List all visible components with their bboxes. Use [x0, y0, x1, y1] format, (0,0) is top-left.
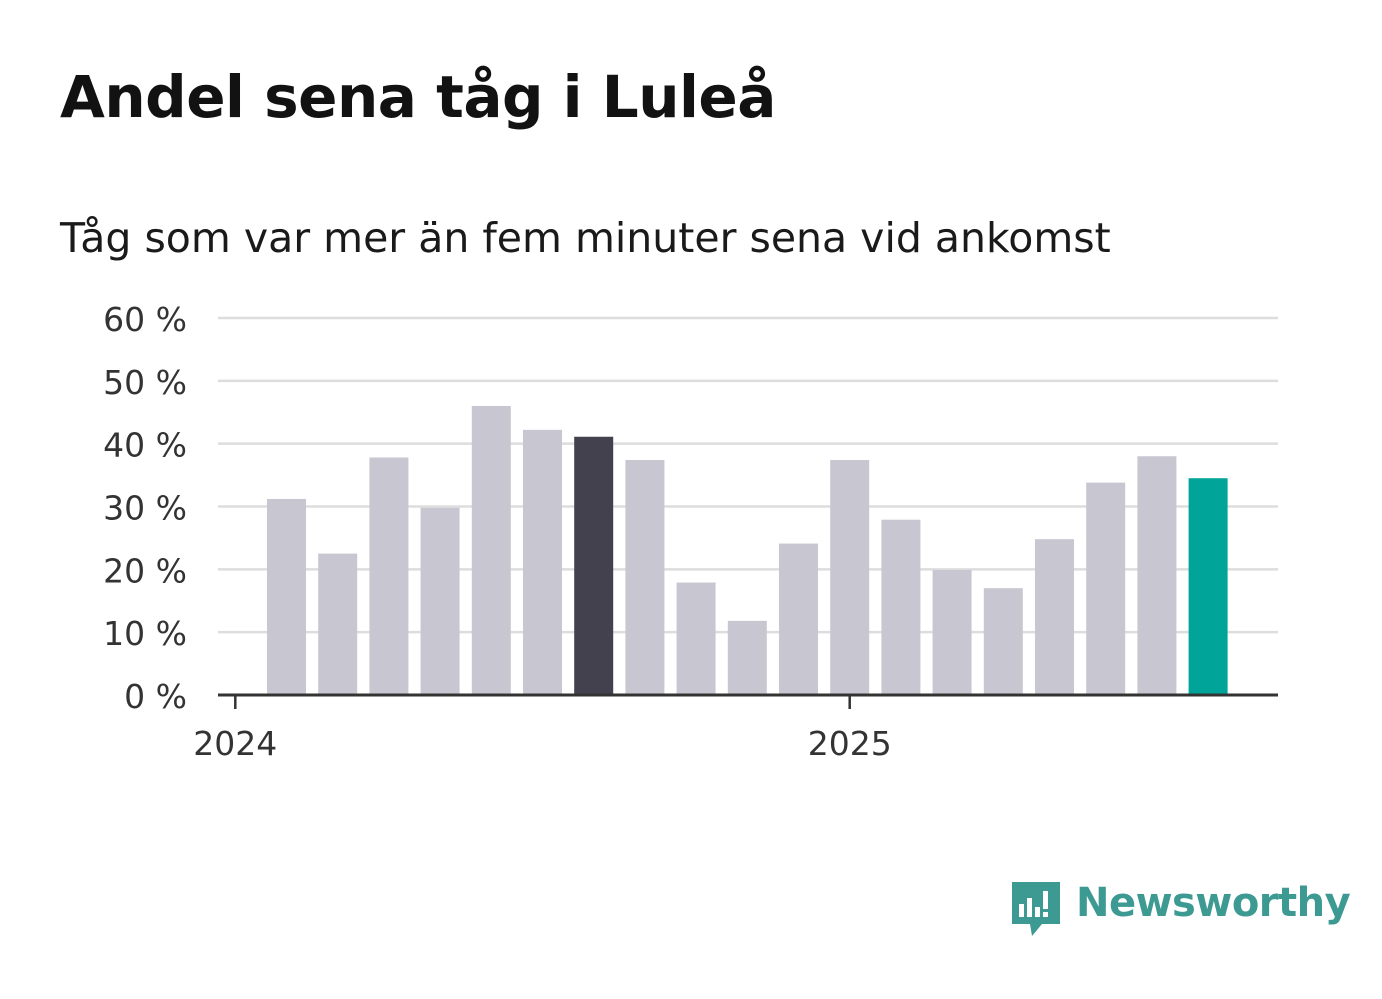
bar-2024-05	[420, 507, 460, 695]
bar-2025-06	[1086, 482, 1126, 695]
x-tick-label: 2024	[193, 724, 277, 763]
bar-2024-09	[625, 460, 665, 695]
y-tick-label: 40 %	[103, 426, 187, 465]
bars	[267, 405, 1228, 695]
bar-2024-04	[369, 457, 409, 695]
bar-2024-03	[318, 553, 358, 695]
bar-2025-04	[983, 588, 1023, 695]
bar-2025-03	[932, 569, 972, 695]
x-tick-label: 2025	[808, 724, 892, 763]
bar-2024-07	[523, 429, 562, 695]
bar-2024-08	[574, 436, 614, 695]
brand-logo: Newsworthy	[1010, 878, 1351, 942]
bar-2024-12	[779, 543, 818, 695]
bar-2025-07	[1137, 456, 1177, 695]
y-tick-label: 60 %	[103, 300, 187, 339]
y-tick-label: 10 %	[103, 614, 187, 653]
axes	[218, 693, 1278, 709]
chart-title: Andel sena tåg i Luleå	[60, 63, 776, 131]
y-tick-label: 20 %	[103, 551, 187, 590]
chart-subtitle: Tåg som var mer än fem minuter sena vid …	[60, 214, 1111, 262]
tick-labels: 0 % 10 % 20 % 30 % 40 % 50 % 60 % 2024 2025	[103, 300, 892, 763]
newsworthy-logo-icon	[1012, 882, 1060, 936]
bar-2024-10	[676, 582, 716, 695]
bar-2025-01	[830, 460, 870, 695]
y-tick-label: 0 %	[124, 677, 187, 716]
bar-2024-06	[471, 405, 511, 695]
bar-2025-08	[1188, 478, 1228, 695]
y-tick-label: 50 %	[103, 363, 187, 402]
bar-2025-02	[881, 519, 921, 695]
bar-2025-05	[1035, 539, 1074, 695]
brand-name: Newsworthy	[1076, 880, 1351, 926]
y-tick-label: 30 %	[103, 489, 187, 528]
bar-2024-11	[727, 620, 767, 695]
bar-2024-02	[267, 498, 306, 695]
